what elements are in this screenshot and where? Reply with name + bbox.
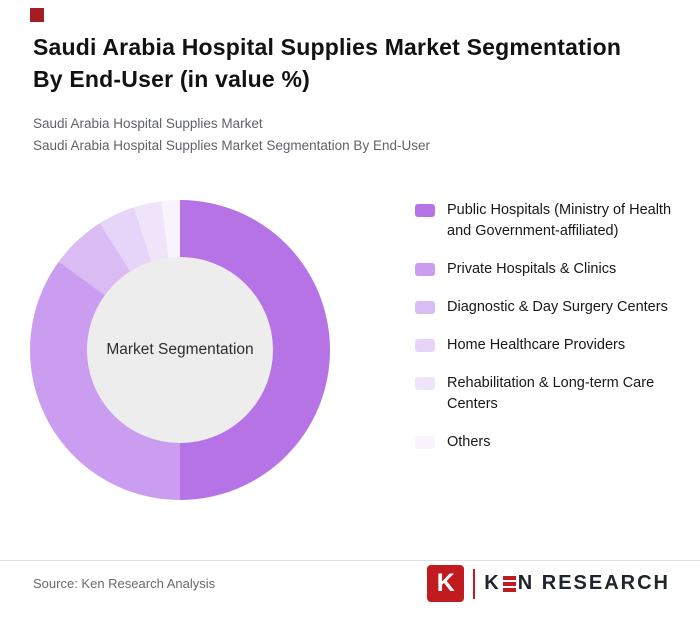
legend-swatch xyxy=(415,301,435,315)
logo-wordmark-k: K xyxy=(484,572,501,594)
ken-research-logo: K K N RESEARCH xyxy=(427,565,670,602)
source-text: Source: Ken Research Analysis xyxy=(33,576,216,591)
subtitle-block: Saudi Arabia Hospital Supplies Market Sa… xyxy=(33,113,430,156)
logo-e-block-icon xyxy=(502,575,516,592)
page-title: Saudi Arabia Hospital Supplies Market Se… xyxy=(33,32,678,95)
donut-hole: Market Segmentation xyxy=(87,257,273,443)
logo-k-icon: K xyxy=(427,565,465,602)
legend-swatch xyxy=(415,339,435,353)
legend-item: Rehabilitation & Long-term Care Centers xyxy=(415,373,677,415)
legend-swatch xyxy=(415,263,435,277)
subtitle-line-1: Saudi Arabia Hospital Supplies Market xyxy=(33,116,263,131)
donut-chart-area: Market Segmentation xyxy=(30,200,330,500)
page-title-line-1: Saudi Arabia Hospital Supplies Market Se… xyxy=(33,34,622,60)
legend-item: Home Healthcare Providers xyxy=(415,335,677,356)
legend-swatch xyxy=(415,377,435,391)
brand-accent-square xyxy=(30,8,44,22)
legend-item: Diagnostic & Day Surgery Centers xyxy=(415,297,677,318)
legend-label: Diagnostic & Day Surgery Centers xyxy=(447,299,668,316)
page-title-line-2: By End-User (in value %) xyxy=(33,65,311,92)
logo-wordmark-rest: N RESEARCH xyxy=(517,572,670,594)
logo-wordmark: K N RESEARCH xyxy=(484,572,670,595)
legend-label: Rehabilitation & Long-term Care Centers xyxy=(447,375,655,413)
legend-label: Public Hospitals (Ministry of Health and… xyxy=(447,202,672,240)
legend-item: Private Hospitals & Clinics xyxy=(415,259,677,280)
logo-separator xyxy=(473,568,476,599)
legend-label: Others xyxy=(447,434,491,451)
legend-swatch xyxy=(415,436,435,450)
footer-divider xyxy=(0,560,700,561)
legend-swatch xyxy=(415,204,435,217)
donut-center-label: Market Segmentation xyxy=(106,341,254,358)
legend-label: Home Healthcare Providers xyxy=(447,337,626,354)
subtitle-line-2: Saudi Arabia Hospital Supplies Market Se… xyxy=(33,137,430,153)
legend-item: Public Hospitals (Ministry of Health and… xyxy=(415,200,677,242)
legend-label: Private Hospitals & Clinics xyxy=(447,261,617,278)
legend-item: Others xyxy=(415,432,677,453)
chart-legend: Public Hospitals (Ministry of Health and… xyxy=(415,200,677,453)
